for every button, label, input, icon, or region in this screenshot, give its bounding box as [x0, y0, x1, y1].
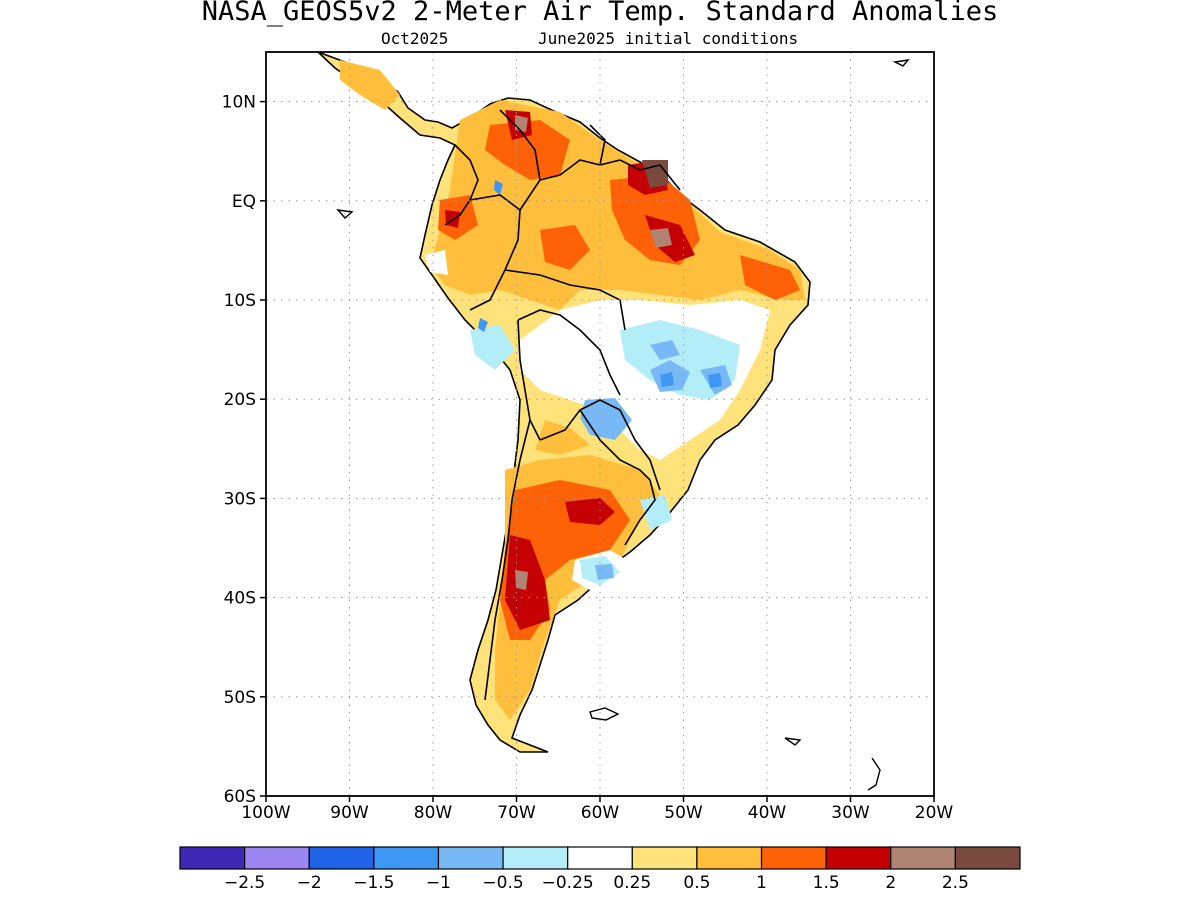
lat-tick-label: 60S — [224, 787, 256, 807]
colorbar-swatch — [890, 846, 956, 870]
colorbar-label: −0.5 — [482, 873, 523, 893]
forecast-month: Oct2025 — [381, 29, 449, 48]
colorbar-swatch — [308, 846, 375, 870]
lon-tick-label: 40W — [748, 803, 787, 823]
colorbar-swatch — [373, 846, 440, 870]
lon-tick-label: 50W — [664, 803, 703, 823]
colorbar-label: −1 — [426, 873, 451, 893]
colorbar-label: −1.5 — [353, 873, 394, 893]
map-title: NASA_GEOS5v2 2-Meter Air Temp. Standard … — [201, 0, 999, 27]
colorbar-swatch — [760, 846, 827, 870]
lon-tick-label: 60W — [581, 803, 620, 823]
lon-tick-label: 20W — [915, 803, 954, 823]
lat-tick-label: 50S — [224, 688, 256, 708]
colorbar-swatch — [696, 846, 763, 870]
islands — [336, 59, 910, 791]
colorbar-swatch — [179, 846, 246, 870]
colorbar-swatch — [437, 846, 504, 870]
initial-conditions: June2025 initial conditions — [538, 29, 799, 48]
lat-tick-label: 20S — [224, 390, 256, 410]
colorbar-label: −2.5 — [224, 873, 265, 893]
country-borders — [444, 109, 681, 701]
colorbar: −2.5 −2 −1.5 −1 −0.5 −0.25 0.25 0.5 1 1.5 2 2.5 — [179, 846, 1021, 893]
colorbar-label: −0.25 — [542, 873, 594, 893]
lat-tick-label: 10N — [222, 93, 256, 113]
colorbar-label: 1.5 — [813, 873, 840, 893]
colorbar-label: 0.5 — [683, 873, 710, 893]
lon-tick-label: 80W — [414, 803, 453, 823]
colorbar-swatch — [954, 846, 1021, 870]
lon-tick-label: 90W — [330, 803, 369, 823]
colorbar-swatch — [567, 846, 633, 870]
colorbar-label: 2 — [885, 873, 896, 893]
colorbar-swatch — [631, 846, 698, 870]
anomaly-minus-1.5-to-minus-1 — [478, 180, 722, 388]
lon-tick-label: 30W — [831, 803, 870, 823]
colorbar-swatch — [502, 846, 569, 870]
colorbar-label: 0.25 — [613, 873, 651, 893]
colorbar-label: −2 — [297, 873, 322, 893]
lat-tick-label: 40S — [224, 589, 256, 609]
colorbar-swatch — [825, 846, 892, 870]
anomaly-2.5-to-3 — [515, 115, 672, 590]
lon-tick-label: 70W — [497, 803, 536, 823]
anomaly-field — [317, 52, 910, 791]
colorbar-label: 1 — [756, 873, 767, 893]
colorbar-label: 2.5 — [942, 873, 969, 893]
colorbar-swatch — [244, 846, 310, 870]
lat-tick-label: 30S — [224, 489, 256, 509]
lat-tick-label: EQ — [232, 192, 256, 212]
lon-tick-label: 100W — [241, 803, 290, 823]
lat-tick-label: 10S — [224, 291, 256, 311]
